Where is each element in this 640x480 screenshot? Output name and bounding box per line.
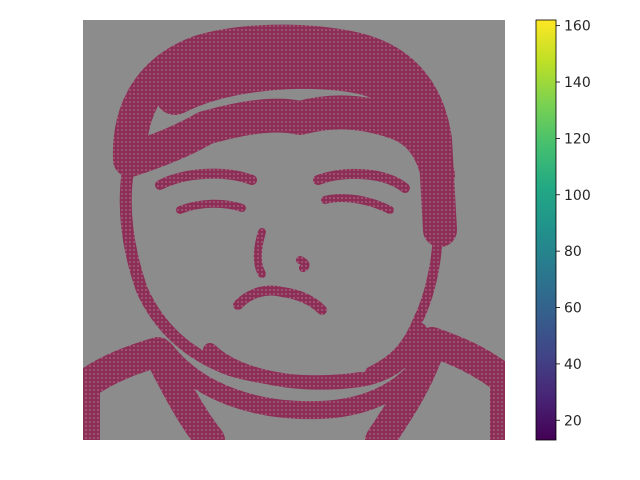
- eyebrow-left: [155, 168, 257, 190]
- colorbar-tick-label: 140: [564, 75, 591, 91]
- eye-left: [176, 199, 246, 214]
- nose: [253, 228, 310, 278]
- colorbar-frame: [535, 19, 557, 441]
- colorbar-tick-label: 160: [564, 19, 591, 35]
- colorbar: 20 40 60 80 100 120 140 160: [535, 19, 591, 441]
- colorbar-tick-label: 60: [564, 301, 582, 317]
- colorbar-tick-label: 20: [564, 413, 582, 429]
- collar: [156, 341, 439, 420]
- face-features: [83, 24, 505, 440]
- mouth: [233, 285, 327, 315]
- colorbar-tick-label: 120: [564, 131, 591, 147]
- chin-line: [203, 323, 427, 390]
- colorbar-tick-label: 100: [564, 188, 591, 204]
- eyebrow-right: [313, 168, 410, 193]
- heatmap-image: [83, 20, 505, 440]
- colorbar-gradient: [536, 20, 556, 440]
- eye-right: [321, 194, 394, 214]
- colorbar-ticks: 20 40 60 80 100 120 140 160: [556, 19, 591, 429]
- face-outline-right: [365, 230, 443, 377]
- hair-top: [155, 49, 435, 138]
- colorbar-tick-label: 80: [564, 244, 582, 260]
- colorbar-tick-label: 40: [564, 357, 582, 373]
